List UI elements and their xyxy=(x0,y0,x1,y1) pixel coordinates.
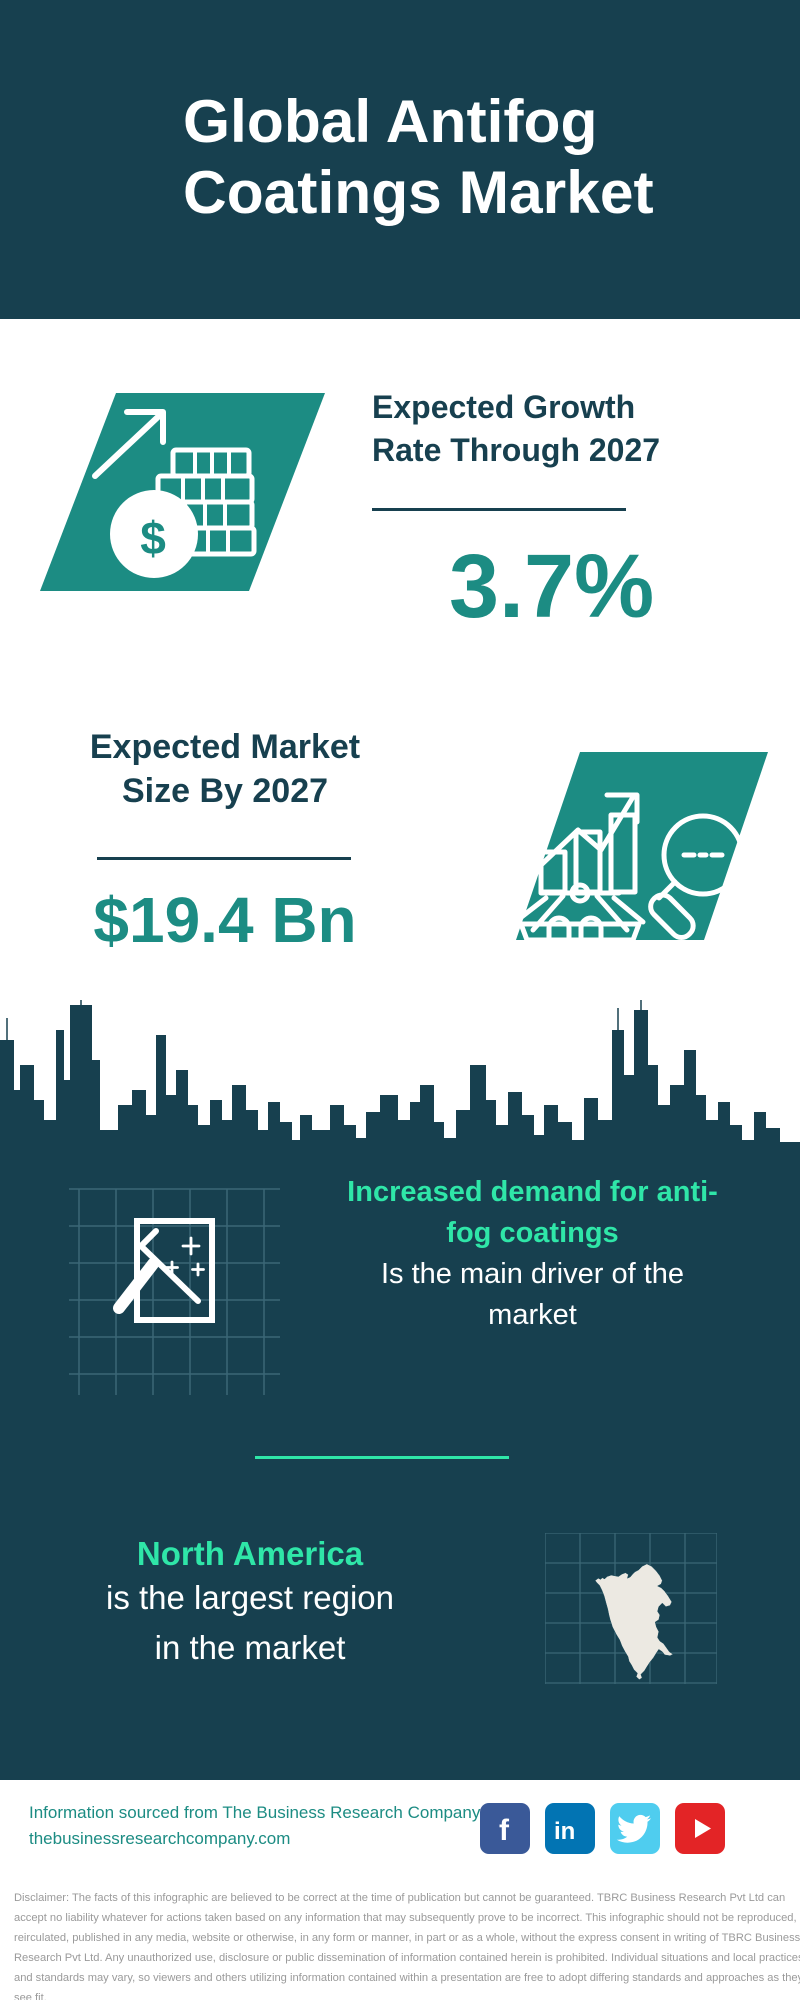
svg-text:$: $ xyxy=(140,512,166,564)
svg-text:in: in xyxy=(554,1818,575,1845)
svg-text:f: f xyxy=(499,1814,510,1847)
